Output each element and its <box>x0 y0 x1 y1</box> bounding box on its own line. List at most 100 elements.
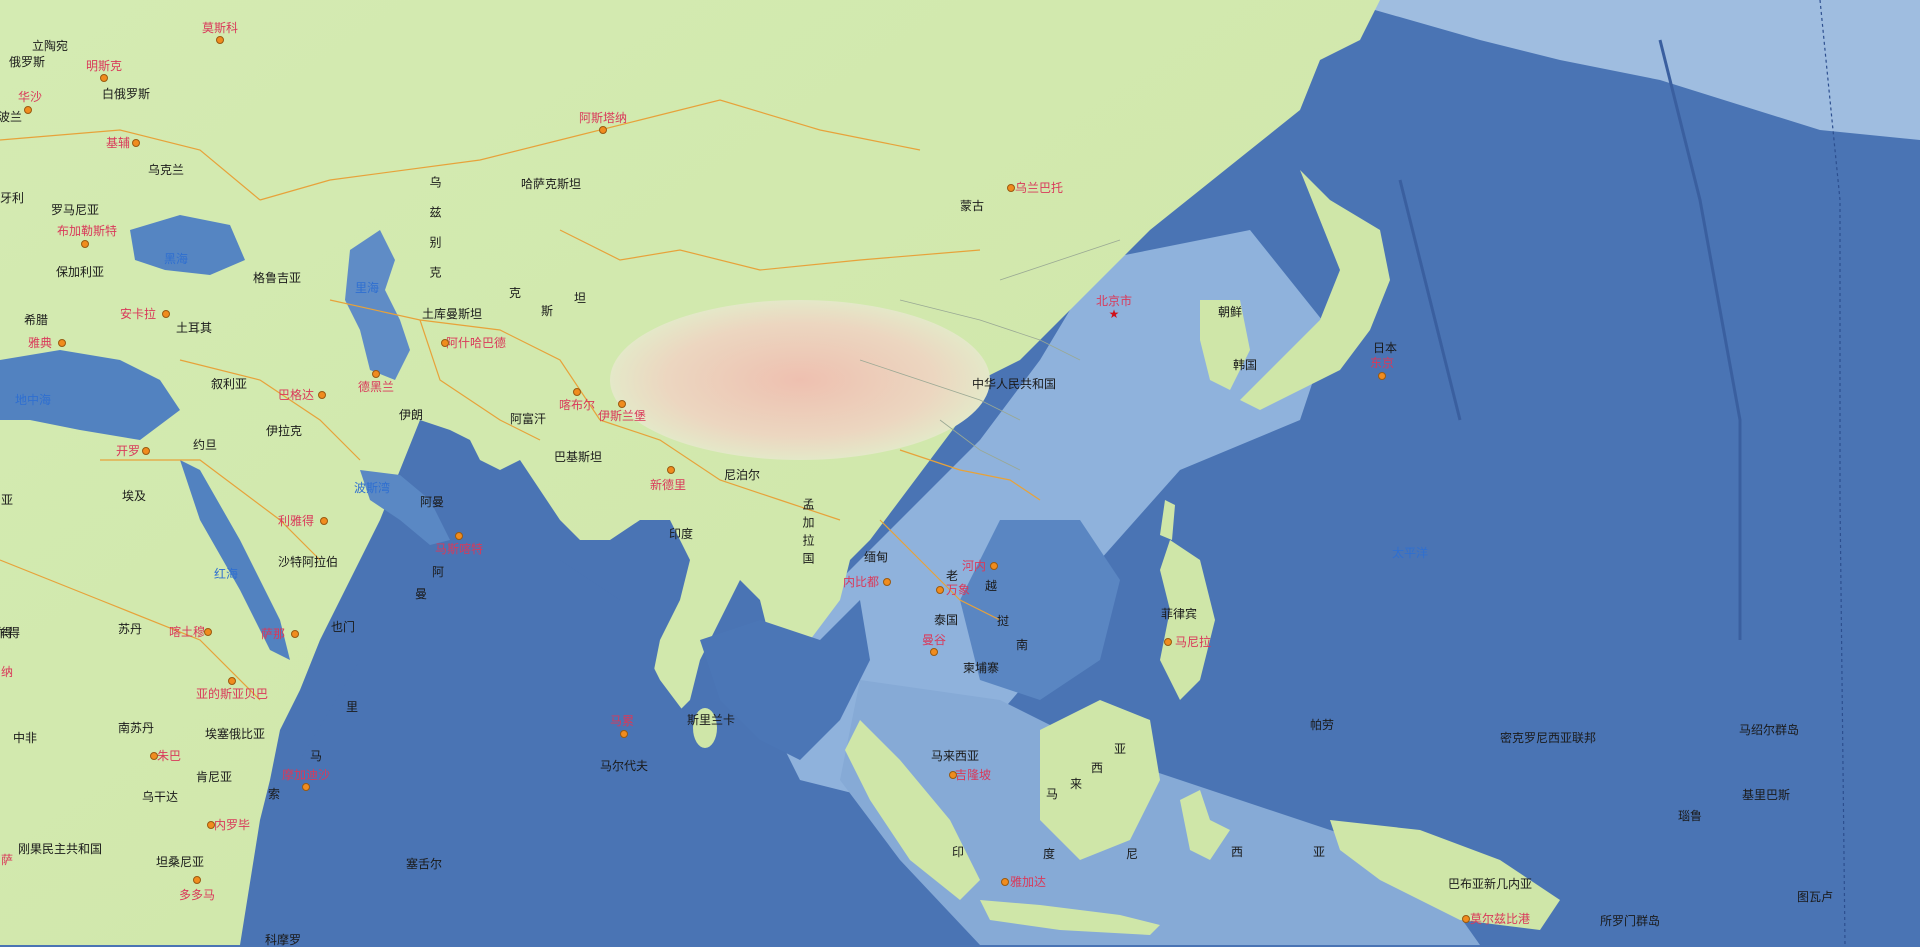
city-label[interactable]: 萨那 <box>260 627 286 641</box>
country-label[interactable]: 阿 <box>431 565 445 579</box>
country-label[interactable]: 朝鲜 <box>1217 305 1243 319</box>
country-label[interactable]: 缅甸 <box>863 550 889 564</box>
city-label[interactable]: 内罗毕 <box>213 818 251 832</box>
country-label[interactable]: 沙特阿拉伯 <box>277 555 339 569</box>
country-label[interactable]: 伊拉克 <box>265 424 303 438</box>
city-label[interactable]: 马累 <box>609 714 635 728</box>
city-label[interactable]: 东京 <box>1369 356 1395 370</box>
country-label[interactable]: 马尔代夫 <box>599 759 649 773</box>
city-label[interactable]: 开罗 <box>115 444 141 458</box>
country-label[interactable]: 曼 <box>414 587 428 601</box>
country-label[interactable]: 里 <box>345 700 359 714</box>
water-label[interactable]: 里海 <box>354 281 380 295</box>
country-label[interactable]: 巴基斯坦 <box>553 450 603 464</box>
country-label[interactable]: 马 <box>1045 787 1059 801</box>
country-label[interactable]: 斯里兰卡 <box>686 713 736 727</box>
country-label[interactable]: 乌克兰 <box>147 163 185 177</box>
country-label[interactable]: 哈萨克斯坦 <box>520 177 582 191</box>
country-label[interactable]: 图瓦卢 <box>1796 890 1834 904</box>
country-label[interactable]: 苏丹 <box>117 622 143 636</box>
country-label[interactable]: 白俄罗斯 <box>101 87 151 101</box>
country-label[interactable]: 土库曼斯坦 <box>421 307 483 321</box>
country-label[interactable]: 南 <box>1015 638 1029 652</box>
city-label[interactable]: 新德里 <box>649 478 687 492</box>
country-label[interactable]: 南苏丹 <box>117 721 155 735</box>
country-label[interactable]: 中华人民共和国 <box>971 377 1057 391</box>
city-label[interactable]: 马尼拉 <box>1174 635 1212 649</box>
city-label[interactable]: 华沙 <box>17 90 43 104</box>
country-label[interactable]: 希腊 <box>23 313 49 327</box>
city-label[interactable]: 马斯喀特 <box>434 542 484 556</box>
water-label[interactable]: 红海 <box>213 567 239 581</box>
city-label[interactable]: 阿什哈巴德 <box>445 336 507 350</box>
country-label[interactable]: 帕劳 <box>1309 718 1335 732</box>
country-label[interactable]: 瑙鲁 <box>1677 809 1703 823</box>
country-label[interactable]: 约旦 <box>192 438 218 452</box>
country-label[interactable]: 阿富汗 <box>509 412 547 426</box>
city-label[interactable]: 利雅得 <box>277 514 315 528</box>
city-label[interactable]: 莫尔兹比港 <box>1469 912 1531 926</box>
country-label[interactable]: 俄罗斯 <box>8 55 46 69</box>
country-label[interactable]: 度 <box>1042 847 1056 861</box>
country-label[interactable]: 马绍尔群岛 <box>1738 723 1800 737</box>
city-label[interactable]: 德黑兰 <box>357 380 395 394</box>
country-label[interactable]: 尼泊尔 <box>723 468 761 482</box>
country-label[interactable]: 菲律宾 <box>1160 607 1198 621</box>
city-label[interactable]: 河内 <box>961 559 987 573</box>
country-label[interactable]: 亚 <box>1113 742 1127 756</box>
country-label[interactable]: 西 <box>1230 845 1244 859</box>
country-label[interactable]: 罗马尼亚 <box>50 203 100 217</box>
country-label[interactable]: 来 <box>1069 777 1083 791</box>
country-label[interactable]: 印 <box>951 845 965 859</box>
city-label[interactable]: 布加勒斯特 <box>56 224 118 238</box>
city-label[interactable]: 吉隆坡 <box>954 768 992 782</box>
country-label[interactable]: 叙利亚 <box>210 377 248 391</box>
country-label[interactable]: 所罗门群岛 <box>1599 914 1661 928</box>
city-label[interactable]: 基辅 <box>105 136 131 150</box>
country-label[interactable]: 立陶宛 <box>31 39 69 53</box>
water-label[interactable]: 太平洋 <box>1391 546 1429 560</box>
country-label[interactable]: 西 <box>1090 761 1104 775</box>
country-label[interactable]: 乌兹别克 <box>428 176 442 296</box>
water-label[interactable]: 波斯湾 <box>353 481 391 495</box>
country-label[interactable]: 埃塞俄比亚 <box>204 727 266 741</box>
city-label[interactable]: 巴格达 <box>277 388 315 402</box>
country-label[interactable]: 科摩罗 <box>264 933 302 947</box>
country-label[interactable]: 蒙古 <box>959 199 985 213</box>
country-label[interactable]: 中非 <box>12 731 38 745</box>
country-label[interactable]: 保加利亚 <box>55 265 105 279</box>
country-label[interactable]: 乍得 <box>0 626 21 640</box>
country-label[interactable]: 尼 <box>1125 847 1139 861</box>
city-label[interactable]: 多多马 <box>178 888 216 902</box>
city-label[interactable]: 内比都 <box>842 575 880 589</box>
city-label[interactable]: 亚的斯亚贝巴 <box>195 687 269 701</box>
country-label[interactable]: 基里巴斯 <box>1741 788 1791 802</box>
country-label[interactable]: 挝 <box>996 614 1010 628</box>
country-label[interactable]: 坦桑尼亚 <box>155 855 205 869</box>
country-label[interactable]: 越 <box>984 579 998 593</box>
country-label[interactable]: 也门 <box>330 620 356 634</box>
country-label[interactable]: 斯 <box>540 304 554 318</box>
city-label[interactable]: 雅加达 <box>1009 875 1047 889</box>
country-label[interactable]: 马来西亚 <box>930 749 980 763</box>
country-label[interactable]: 密克罗尼西亚联邦 <box>1499 731 1597 745</box>
country-label[interactable]: 塞舌尔 <box>405 857 443 871</box>
country-label[interactable]: 泰国 <box>933 613 959 627</box>
city-label[interactable]: 万象 <box>945 583 971 597</box>
city-label[interactable]: 安卡拉 <box>119 307 157 321</box>
country-label[interactable]: 巴布亚新几内亚 <box>1447 877 1533 891</box>
water-label[interactable]: 地中海 <box>14 393 52 407</box>
country-label[interactable]: 刚果民主共和国 <box>17 842 103 856</box>
country-label[interactable]: 马 <box>309 749 323 763</box>
city-label[interactable]: 雅典 <box>27 336 53 350</box>
country-label[interactable]: 柬埔寨 <box>962 661 1000 675</box>
city-label[interactable]: 摩加迪沙 <box>281 768 331 782</box>
capital-label[interactable]: 北京市 <box>1095 294 1133 308</box>
country-label[interactable]: 波兰 <box>0 110 23 124</box>
city-label[interactable]: 乌兰巴托 <box>1014 181 1064 195</box>
country-label[interactable]: 格鲁吉亚 <box>252 271 302 285</box>
country-label[interactable]: 索 <box>267 787 281 801</box>
country-label[interactable]: 韩国 <box>1232 358 1258 372</box>
country-label[interactable]: 牙利 <box>0 191 25 205</box>
